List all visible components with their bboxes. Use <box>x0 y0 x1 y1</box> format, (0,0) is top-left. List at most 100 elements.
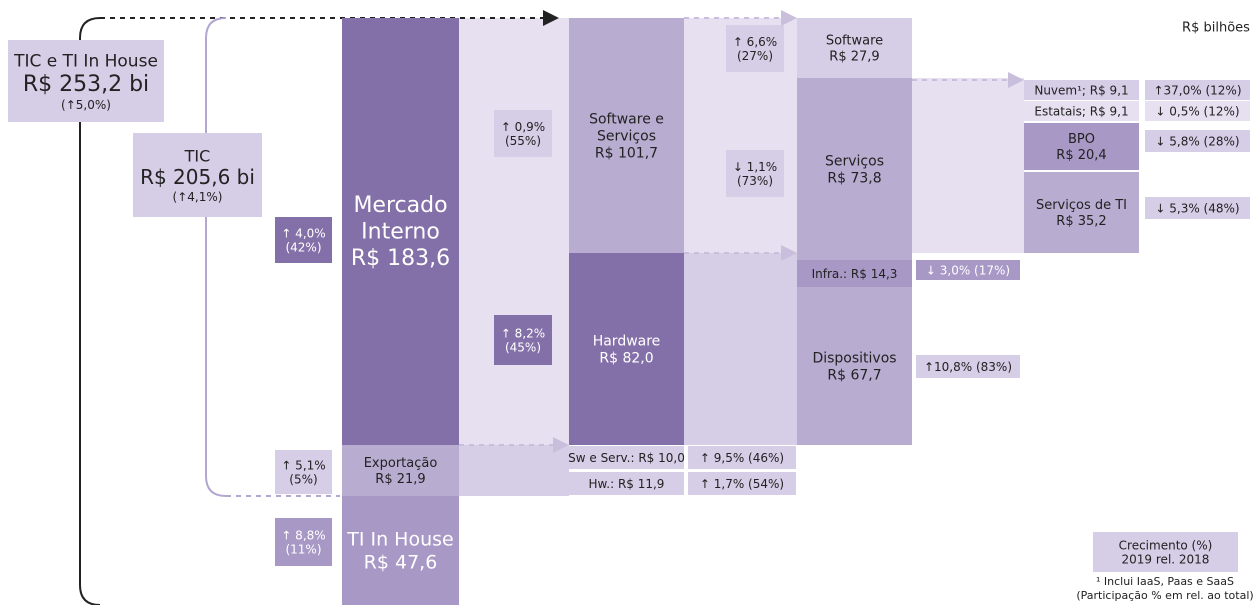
node-text: BPO <box>1068 132 1095 147</box>
node-text: R$ 27,9 <box>829 49 879 64</box>
flow-band <box>912 78 1024 253</box>
node-text: R$ 205,6 bi <box>140 165 255 189</box>
growth-badge <box>275 217 332 263</box>
growth-badge <box>688 472 796 495</box>
bracket <box>205 17 227 497</box>
legend-text: 2019 rel. 2018 <box>1122 553 1210 567</box>
growth-badge-text: ↓ 5,3% (48%) <box>1155 202 1239 216</box>
node-text: Serviços <box>825 154 884 170</box>
growth-badge <box>726 150 784 197</box>
growth-badge <box>494 110 552 157</box>
node <box>797 287 912 445</box>
growth-badge <box>275 450 332 494</box>
growth-badge-text: ↑ 8,2% <box>501 326 545 340</box>
growth-badge-text: (5%) <box>289 473 317 487</box>
node-text: Infra.: R$ 14,3 <box>812 267 898 281</box>
node <box>569 253 684 445</box>
growth-badge-text: ↑ 1,7% (54%) <box>700 477 784 491</box>
node-text: Software <box>826 34 883 49</box>
node-text: R$ 101,7 <box>595 145 658 161</box>
node-text: (↑5,0%) <box>61 98 111 112</box>
growth-badge <box>494 315 552 365</box>
growth-badge-text: ↑ 8,8% <box>281 528 325 542</box>
growth-badge-text: ↓ 5,8% (28%) <box>1155 135 1239 149</box>
growth-badge-text: (73%) <box>737 174 773 188</box>
flow-band <box>459 445 569 496</box>
footnote: ¹ Inclui IaaS, Paas e SaaS <box>1096 575 1234 588</box>
footnote: (Participação % em rel. ao total) <box>1076 589 1253 602</box>
node-text: TI In House <box>346 529 453 551</box>
legend-text: Crecimento (%) <box>1119 538 1213 552</box>
bracket <box>79 17 101 605</box>
node-text: R$ 253,2 bi <box>23 72 149 97</box>
node <box>1024 101 1139 121</box>
node-text: R$ 67,7 <box>827 367 881 383</box>
node <box>342 496 459 605</box>
node <box>797 78 912 260</box>
node <box>342 445 459 496</box>
growth-badge-text: ↑ 5,1% <box>281 458 325 472</box>
growth-badge-text: (27%) <box>737 49 773 63</box>
growth-badge <box>916 355 1020 378</box>
node <box>133 133 262 217</box>
node-text: R$ 21,9 <box>375 472 425 487</box>
node <box>569 18 684 253</box>
node-text: Hardware <box>593 334 661 350</box>
growth-badge-text: ↑ 6,6% <box>733 35 777 49</box>
node-text: Interno <box>361 220 440 245</box>
node <box>569 446 684 469</box>
node <box>342 18 459 445</box>
growth-badge-text: ↑37,0% (12%) <box>1153 84 1241 98</box>
unit-label: R$ bilhões <box>1182 21 1250 36</box>
node-text: TIC <box>184 146 211 165</box>
node-text: Sw e Serv.: R$ 10,0 <box>568 451 685 465</box>
node <box>1024 172 1139 253</box>
node-text: TIC e TI In House <box>13 52 158 72</box>
node-text: R$ 82,0 <box>599 350 653 366</box>
growth-badge <box>726 25 784 72</box>
node-text: R$ 73,8 <box>827 170 881 186</box>
node-text: R$ 20,4 <box>1056 148 1106 163</box>
growth-badge-text: (55%) <box>505 134 541 148</box>
node-text: R$ 183,6 <box>351 246 450 271</box>
legend <box>1093 532 1238 572</box>
node <box>797 260 912 287</box>
growth-badge <box>688 446 796 469</box>
node <box>569 472 684 495</box>
node-text: Estatais; R$ 9,1 <box>1034 105 1128 119</box>
flow-band <box>459 18 569 445</box>
node-text: Exportação <box>364 456 438 471</box>
node <box>8 40 164 122</box>
growth-badge-text: ↓ 3,0% (17%) <box>926 264 1010 278</box>
node-text: Nuvem¹; R$ 9,1 <box>1034 84 1128 98</box>
node <box>1024 80 1139 100</box>
node-text: Hw.: R$ 11,9 <box>589 477 665 491</box>
growth-badge-text: ↑ 4,0% <box>281 226 325 240</box>
growth-badge-text: (42%) <box>285 241 321 255</box>
node-text: (↑4,1%) <box>173 190 223 204</box>
growth-badge <box>916 260 1020 280</box>
node-text: R$ 35,2 <box>1056 214 1106 229</box>
growth-badge <box>1145 197 1250 219</box>
node-text: Software e <box>589 112 664 128</box>
node-text: Dispositivos <box>812 351 896 367</box>
growth-badge-text: (11%) <box>285 543 321 557</box>
node-text: Serviços de TI <box>1036 198 1127 213</box>
growth-badge <box>1145 130 1250 152</box>
growth-badge-text: ↑ 0,9% <box>501 120 545 134</box>
growth-badge-text: ↑10,8% (83%) <box>924 360 1012 374</box>
growth-badge <box>275 518 332 566</box>
flow-band <box>684 253 797 445</box>
growth-badge-text: ↓ 0,5% (12%) <box>1155 105 1239 119</box>
growth-badge <box>1145 80 1250 100</box>
growth-badge <box>1145 101 1250 121</box>
growth-badge-text: ↓ 1,1% <box>733 160 777 174</box>
growth-badge-text: ↑ 9,5% (46%) <box>700 451 784 465</box>
node-text: R$ 47,6 <box>364 551 438 573</box>
growth-badge-text: (45%) <box>505 341 541 355</box>
node <box>797 18 912 78</box>
node-text: Serviços <box>597 129 656 145</box>
node-text: Mercado <box>353 193 447 218</box>
node <box>1024 123 1139 170</box>
